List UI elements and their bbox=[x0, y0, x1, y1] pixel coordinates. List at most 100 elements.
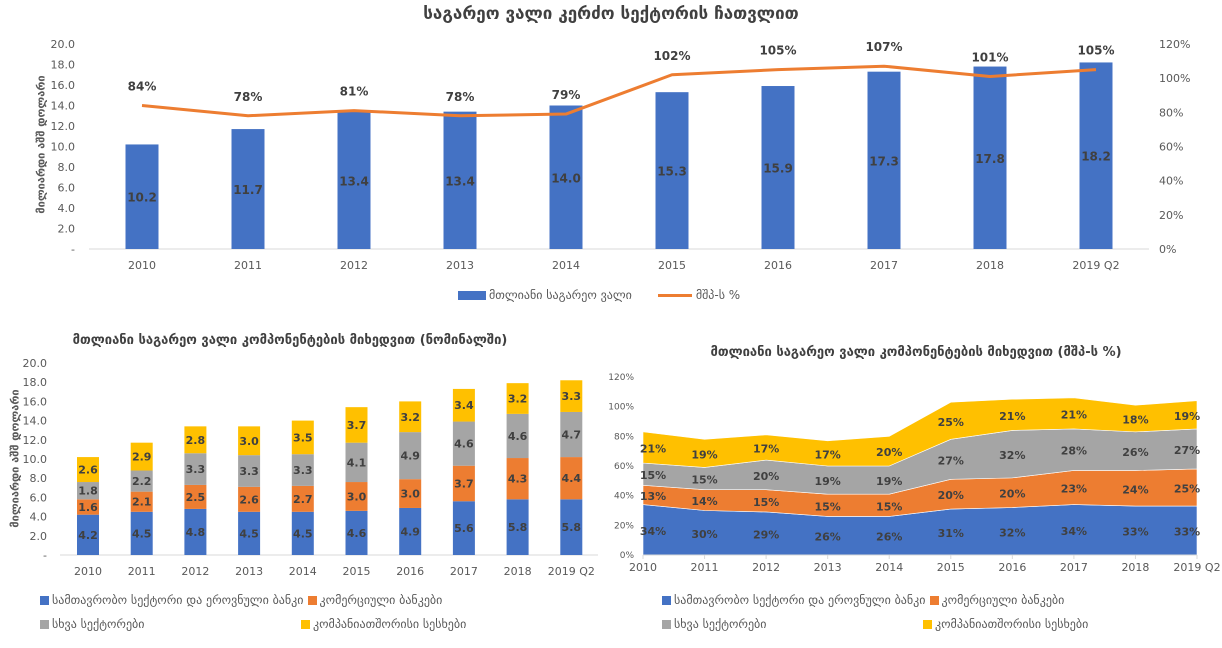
segment-data-label: 2.9 bbox=[132, 451, 152, 464]
legend-label-other-sectors: სხვა სექტორები bbox=[52, 617, 145, 631]
area-data-label: 29% bbox=[753, 528, 779, 541]
legend-label-gdp-pct: მშპ-ს % bbox=[695, 288, 741, 302]
x-tick-label: 2012 bbox=[752, 561, 780, 574]
area-data-label: 30% bbox=[691, 528, 717, 541]
area-data-label: 32% bbox=[999, 526, 1025, 539]
legend-label-commercial-banks: კომერციული ბანკები bbox=[319, 593, 443, 607]
line-gdp-pct bbox=[141, 64, 1097, 118]
legend-swatch-commercial-banks bbox=[929, 595, 939, 605]
segment-data-label: 5.8 bbox=[562, 521, 582, 534]
y-tick-label: 20% bbox=[614, 521, 634, 531]
line-data-label: 78% bbox=[446, 90, 475, 104]
stacked-bar-segment bbox=[184, 453, 207, 485]
bar-data-label: 17.3 bbox=[869, 154, 899, 168]
bar-total-debt bbox=[443, 111, 477, 250]
x-tick-label: 2013 bbox=[235, 565, 263, 578]
segment-data-label: 1.8 bbox=[78, 485, 98, 498]
stacked-bar-segment bbox=[238, 486, 261, 512]
top-chart-legend: მთლიანი საგარეო ვალი მშპ-ს % bbox=[458, 288, 740, 302]
legend-label-government: სამთავრობო სექტორი და ეროვნული ბანკი bbox=[52, 593, 304, 607]
stacked-bar-segment bbox=[452, 465, 475, 502]
area-data-label: 25% bbox=[938, 416, 964, 429]
y-tick-label: 16.0 bbox=[51, 79, 76, 92]
y2-tick-label: 80% bbox=[1159, 106, 1183, 119]
segment-data-label: 4.4 bbox=[562, 472, 582, 485]
stacked-bar-segment bbox=[77, 482, 99, 500]
area-data-label: 17% bbox=[814, 448, 840, 461]
y-tick-label: - bbox=[43, 549, 47, 562]
area-data-label: 14% bbox=[691, 495, 717, 508]
segment-data-label: 3.0 bbox=[400, 488, 420, 501]
x-tick-label: 2010 bbox=[629, 561, 657, 574]
x-tick-label: 2019 Q2 bbox=[1173, 561, 1220, 574]
bar-data-label: 17.8 bbox=[975, 152, 1005, 166]
legend-swatch-total-debt bbox=[458, 290, 486, 300]
y-tick-label: 2.0 bbox=[58, 223, 76, 236]
x-tick-label: 2017 bbox=[870, 259, 898, 272]
x-tick-label: 2018 bbox=[504, 565, 532, 578]
y-tick-label: 80% bbox=[614, 432, 634, 442]
y-tick-label: 20.0 bbox=[23, 357, 48, 370]
area-data-label: 34% bbox=[640, 525, 666, 538]
x-tick-label: 2015 bbox=[658, 259, 686, 272]
segment-data-label: 2.6 bbox=[239, 493, 259, 506]
stacked-bar-segment bbox=[345, 482, 368, 511]
y-tick-label: 0% bbox=[620, 551, 635, 561]
x-tick-label: 2013 bbox=[446, 259, 474, 272]
stacked-bar-segment bbox=[506, 413, 529, 459]
area-data-label: 34% bbox=[1061, 525, 1087, 538]
area-data-label: 17% bbox=[753, 442, 779, 455]
segment-data-label: 3.0 bbox=[239, 435, 259, 448]
x-tick-label: 2019 Q2 bbox=[1072, 259, 1119, 272]
y-tick-label: 4.0 bbox=[58, 202, 76, 215]
stacked-bar-segment bbox=[345, 510, 368, 555]
segment-data-label: 3.3 bbox=[186, 463, 206, 476]
y2-tick-label: 20% bbox=[1159, 209, 1183, 222]
legend-swatch-other-sectors bbox=[40, 619, 49, 629]
x-tick-label: 2015 bbox=[343, 565, 371, 578]
x-tick-label: 2011 bbox=[691, 561, 719, 574]
y2-tick-label: 40% bbox=[1159, 175, 1183, 188]
area-data-label: 33% bbox=[1122, 526, 1148, 539]
area-data-label: 21% bbox=[1061, 408, 1087, 421]
bar-total-debt bbox=[125, 144, 159, 249]
area-data-label: 24% bbox=[1122, 483, 1148, 496]
x-tick-label: 2010 bbox=[128, 259, 156, 272]
area-data-label: 21% bbox=[999, 410, 1025, 423]
stacked-bar-segment bbox=[291, 485, 314, 512]
bar-data-label: 11.7 bbox=[233, 183, 263, 197]
segment-data-label: 4.6 bbox=[508, 430, 528, 443]
stacked-bar-segment bbox=[345, 407, 368, 443]
segment-data-label: 3.5 bbox=[293, 431, 313, 444]
legend-swatch-other-sectors bbox=[662, 619, 671, 629]
segment-data-label: 4.5 bbox=[132, 527, 152, 540]
y-tick-label: 2.0 bbox=[30, 530, 48, 543]
y-tick-label: 60% bbox=[614, 462, 634, 472]
y-tick-label: 12.0 bbox=[23, 434, 48, 447]
x-tick-label: 2013 bbox=[814, 561, 842, 574]
area-data-label: 13% bbox=[640, 490, 666, 503]
segment-data-label: 3.3 bbox=[562, 390, 582, 403]
area-data-label: 15% bbox=[640, 469, 666, 482]
stacked-bar-segment bbox=[291, 511, 314, 555]
legend-swatch-intercompany-loans bbox=[923, 619, 932, 629]
x-tick-label: 2011 bbox=[234, 259, 262, 272]
x-tick-label: 2016 bbox=[396, 565, 424, 578]
area-data-label: 27% bbox=[938, 454, 964, 467]
segment-data-label: 4.9 bbox=[400, 450, 420, 463]
bar-data-label: 13.4 bbox=[445, 174, 475, 188]
bar-data-label: 18.2 bbox=[1081, 150, 1111, 164]
stacked-bar-segment bbox=[345, 442, 368, 483]
bar-total-debt bbox=[655, 92, 689, 249]
stacked-bar-segment bbox=[452, 388, 475, 422]
segment-data-label: 3.0 bbox=[347, 490, 367, 503]
area-data-label: 19% bbox=[691, 448, 717, 461]
area-data-label: 21% bbox=[640, 442, 666, 455]
line-data-label: 78% bbox=[234, 90, 263, 104]
bar-total-debt bbox=[761, 86, 795, 250]
segment-data-label: 3.2 bbox=[508, 393, 528, 406]
bar-data-label: 14.0 bbox=[551, 171, 581, 185]
segment-data-label: 4.1 bbox=[347, 456, 367, 469]
y-tick-label: 14.0 bbox=[51, 100, 76, 113]
y-tick-label: 16.0 bbox=[23, 395, 48, 408]
